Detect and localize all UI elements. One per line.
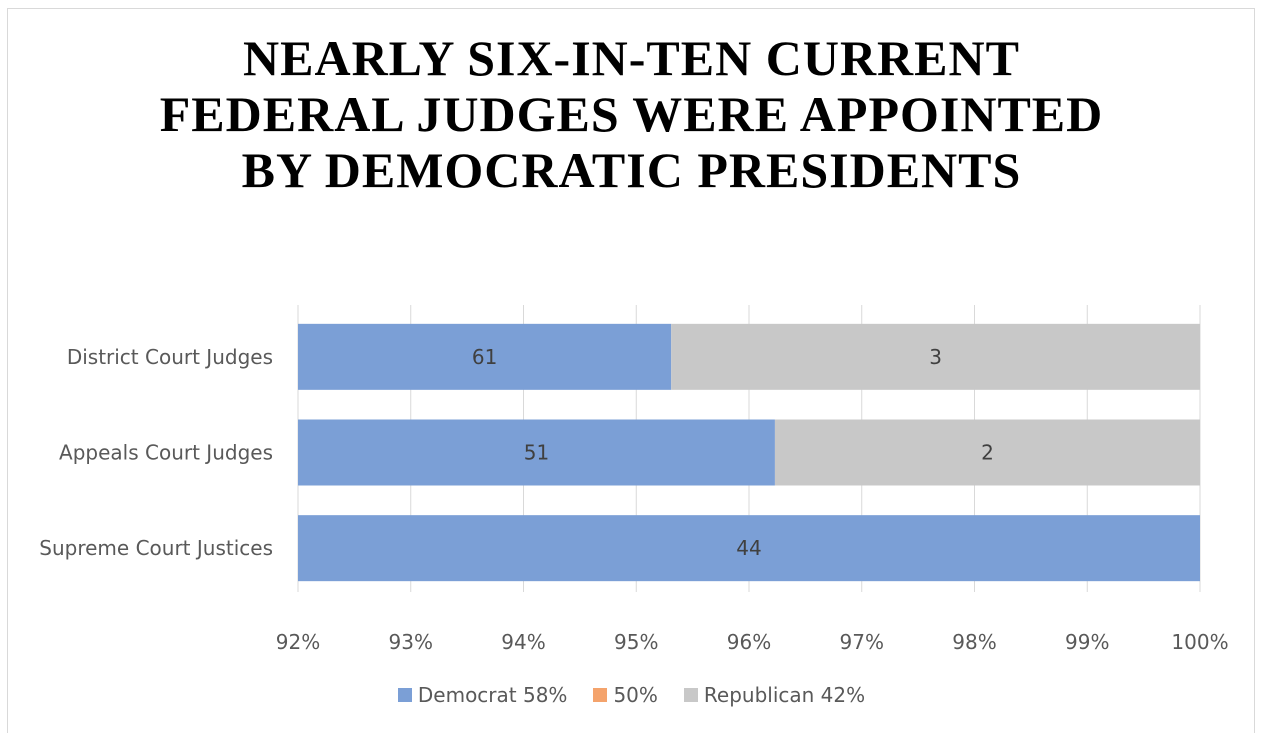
data-label: 44 <box>736 536 761 560</box>
bar-segment <box>298 323 672 390</box>
legend-label: Democrat 58% <box>417 683 568 707</box>
x-tick-label: 100% <box>1171 630 1228 654</box>
legend-swatch <box>593 688 608 702</box>
legend-swatch <box>683 688 698 702</box>
x-tick-label: 98% <box>952 630 996 654</box>
x-tick-label: 93% <box>389 630 433 654</box>
legend: Democrat 58% 50% Republican 42% <box>0 683 1263 707</box>
legend-item: Democrat 58% <box>397 683 568 707</box>
x-tick-label: 92% <box>276 630 320 654</box>
legend-label: 50% <box>613 683 658 707</box>
category-label: Supreme Court Justices <box>39 536 273 560</box>
x-tick-label: 97% <box>840 630 884 654</box>
bar-segment <box>774 419 1200 486</box>
chart-title: NEARLY SIX-IN-TEN CURRENT FEDERAL JUDGES… <box>159 30 1104 198</box>
category-label: District Court Judges <box>67 345 273 369</box>
x-tick-label: 94% <box>501 630 545 654</box>
x-tick-label: 99% <box>1065 630 1109 654</box>
legend-item: 50% <box>593 683 658 707</box>
bar-segment <box>298 515 1200 582</box>
data-label: 51 <box>524 441 549 465</box>
category-label: Appeals Court Judges <box>59 441 273 465</box>
legend-item: Republican 42% <box>683 683 866 707</box>
chart-frame <box>7 8 1255 733</box>
x-tick-label: 96% <box>727 630 771 654</box>
x-tick-label: 95% <box>614 630 658 654</box>
bar-segment <box>298 419 775 486</box>
legend-swatch <box>397 688 412 702</box>
data-label: 3 <box>929 345 942 369</box>
data-label: 61 <box>472 345 497 369</box>
data-label: 2 <box>981 441 994 465</box>
legend-label: Republican 42% <box>703 683 866 707</box>
bar-segment <box>671 323 1200 390</box>
